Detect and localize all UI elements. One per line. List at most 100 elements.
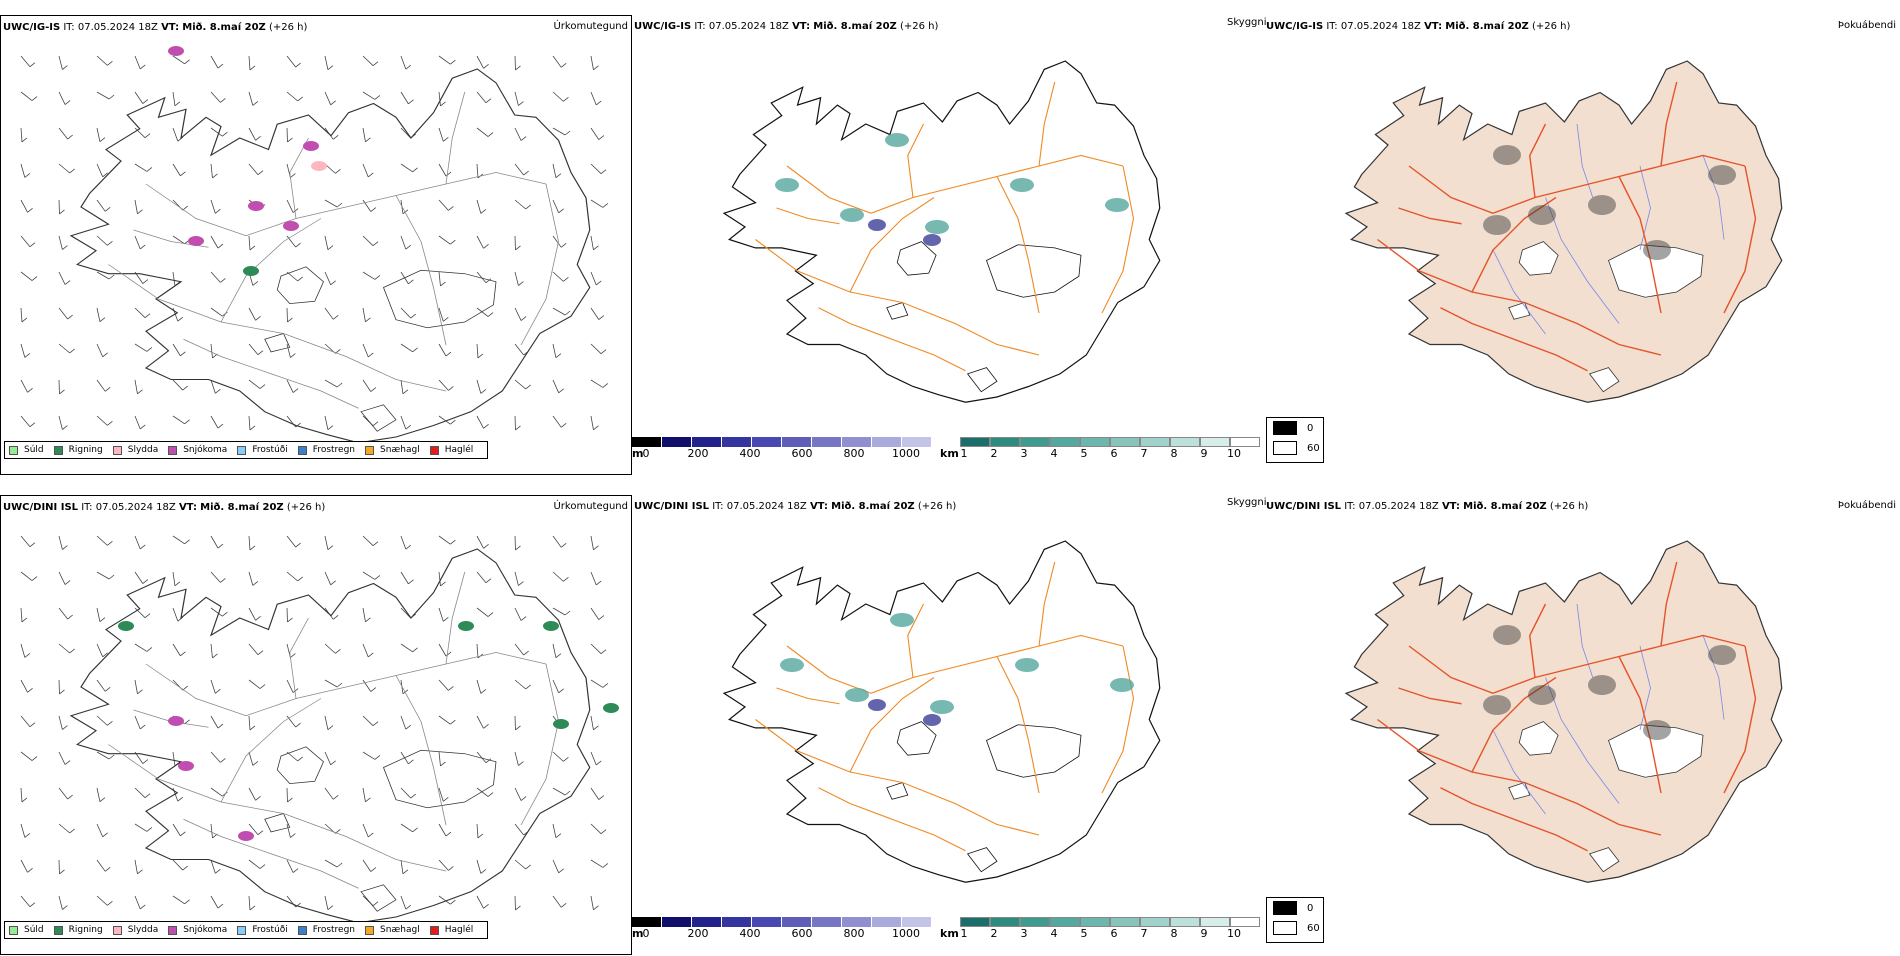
wind-barb-flag: [565, 791, 570, 795]
wind-barb-flag: [526, 385, 531, 389]
glacier-outline: [277, 267, 323, 304]
wind-barb: [477, 572, 486, 583]
precip-iceland: [71, 549, 590, 923]
wind-barb: [325, 236, 328, 250]
precip-legend-label: Rigning: [69, 445, 103, 455]
wind-barb-flag: [250, 66, 255, 70]
fog-indicator-area: [1643, 240, 1671, 260]
wind-barb-flag: [484, 244, 489, 248]
wind-barb: [477, 860, 481, 873]
wind-barb: [439, 716, 450, 724]
wind-barb: [401, 824, 413, 832]
wind-barb-flag: [488, 313, 493, 317]
wind-barb: [249, 572, 253, 585]
wind-barb: [477, 200, 481, 213]
wind-barb-flag: [368, 173, 373, 177]
wind-barb-flag: [478, 834, 483, 838]
wind-barb-flag: [565, 131, 570, 135]
precip-type-panel: UWC/DINI ISL IT: 07.05.2024 18Z VT: Mið.…: [0, 495, 632, 955]
precip-legend-swatch: [237, 926, 246, 935]
wind-barb: [135, 416, 140, 429]
wind-barb: [21, 896, 30, 907]
wind-barb: [515, 92, 518, 106]
wind-barb-flag: [137, 690, 142, 694]
wind-barb: [553, 536, 561, 547]
wind-barb-flag: [331, 581, 336, 585]
glacier-outline: [265, 334, 290, 352]
wind-barb-flag: [137, 870, 142, 874]
wind-barb: [325, 416, 328, 430]
wind-barb-flag: [185, 900, 190, 904]
wind-barb-flag: [260, 865, 265, 869]
wind-barb-flag: [450, 420, 455, 424]
wind-barb: [249, 788, 256, 800]
wind-barb-flag: [65, 581, 70, 585]
wind-barb: [439, 272, 440, 286]
wind-barb-flag: [32, 757, 37, 761]
coastline: [71, 549, 590, 923]
wind-barb: [439, 860, 448, 870]
wind-barb-flag: [59, 690, 64, 694]
height-colorbar-segment: [872, 917, 902, 927]
wind-barb: [135, 860, 137, 874]
height-colorbar-segment: [752, 917, 782, 927]
wind-barb-flag: [593, 546, 598, 550]
wind-barb: [249, 128, 256, 140]
wind-barb-flag: [62, 426, 67, 430]
wind-barb-flag: [331, 761, 336, 765]
wind-barb: [211, 308, 222, 316]
wind-barb-flag: [603, 203, 608, 207]
wind-barb: [325, 680, 337, 687]
wind-barb: [325, 200, 337, 207]
wind-barb-flag: [593, 906, 598, 910]
wind-barb-flag: [413, 348, 418, 352]
wind-barb-flag: [253, 581, 258, 585]
wind-barb: [363, 572, 375, 579]
visibility-panel: UWC/DINI ISL IT: 07.05.2024 18Z VT: Mið.…: [632, 495, 1262, 955]
wind-barb-flag: [333, 795, 338, 799]
wind-barb-flag: [143, 100, 148, 104]
visibility-colorbar: [960, 917, 1260, 927]
precip-legend-swatch: [54, 926, 63, 935]
wind-barb: [553, 164, 556, 178]
wind-barb: [439, 164, 446, 176]
wind-barb-flag: [337, 863, 342, 867]
wind-barb: [363, 128, 365, 142]
wind-barb-flag: [413, 168, 418, 172]
wind-barb-flag: [30, 243, 35, 247]
wind-barb: [59, 416, 62, 430]
visibility-colorbar-segment: [1200, 917, 1230, 927]
wind-barb: [211, 752, 220, 762]
wind-barb-flag: [107, 721, 112, 725]
wind-barb-flag: [406, 905, 411, 909]
coastline: [71, 69, 590, 443]
wind-barb: [401, 92, 408, 104]
wind-barb-flag: [337, 203, 342, 207]
wind-barb: [173, 272, 175, 286]
wind-barb: [439, 536, 450, 544]
visibility-colorbar-segment: [990, 917, 1020, 927]
wind-barb: [211, 716, 218, 728]
wind-barb: [249, 752, 253, 765]
wind-barb: [249, 56, 250, 70]
wind-barb: [211, 344, 212, 358]
height-colorbar-segment: [752, 437, 782, 447]
wind-barb: [515, 128, 521, 141]
wind-barb: [135, 380, 137, 394]
wind-barb: [21, 164, 25, 177]
wind-barb: [21, 572, 32, 581]
wind-barb-flag: [109, 755, 114, 759]
wind-barb-flag: [70, 829, 75, 833]
visibility-colorbar-segment: [1170, 917, 1200, 927]
wind-barb-flag: [446, 832, 451, 836]
wind-barb-flag: [526, 205, 531, 209]
visibility-colorbar-segment: [1110, 917, 1140, 927]
wind-barb: [591, 572, 596, 585]
precip-legend-label: Súld: [24, 925, 44, 935]
wind-barb-flag: [180, 352, 185, 356]
wind-barb: [439, 644, 446, 656]
wind-barb: [477, 56, 484, 68]
wind-barb: [553, 572, 563, 581]
wind-barb-flag: [175, 102, 180, 106]
wind-barb-flag: [298, 577, 303, 581]
